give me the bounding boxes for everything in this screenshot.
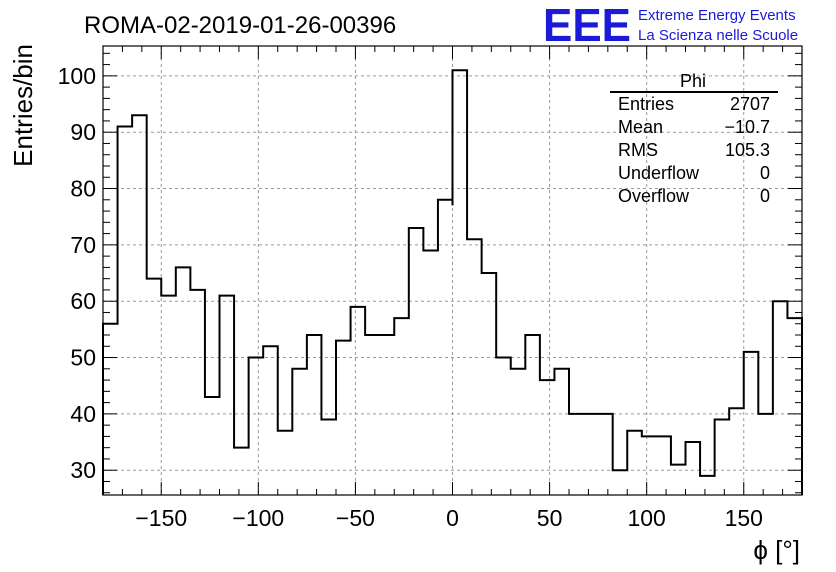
y-tick-label: 30 <box>70 457 96 483</box>
histogram-bin <box>190 290 205 495</box>
histogram-bin <box>147 279 162 495</box>
histogram-bin <box>307 335 322 495</box>
histogram-bin <box>686 442 701 495</box>
histogram-bin <box>787 318 802 495</box>
histogram-bin <box>584 414 599 495</box>
stats-row-label: Overflow <box>618 186 690 206</box>
stats-row-value: 0 <box>760 163 770 183</box>
histogram-bin <box>671 465 686 495</box>
y-tick-label: 90 <box>70 119 96 145</box>
histogram-bin <box>613 470 628 495</box>
x-tick-labels: −150 −100 −50 0 50 100 150 <box>135 505 763 531</box>
histogram-bin <box>715 420 730 495</box>
y-tick-label: 40 <box>70 401 96 427</box>
histogram-bin <box>103 324 118 495</box>
eee-logo-line-1: Extreme Energy Events <box>638 7 796 24</box>
stats-row-value: 2707 <box>730 94 770 114</box>
x-tick-label: −100 <box>232 505 284 531</box>
histogram-bin <box>321 420 336 495</box>
axis-ticks <box>102 46 803 495</box>
y-tick-label: 50 <box>70 345 96 371</box>
histogram-bin <box>482 273 497 495</box>
eee-logo-line-2: La Scienza nelle Scuole <box>638 27 798 44</box>
histogram-bin <box>365 335 380 495</box>
x-tick-label: −150 <box>135 505 187 531</box>
histogram-bin <box>773 301 788 495</box>
x-tick-label: 100 <box>627 505 665 531</box>
histogram-bin <box>744 352 759 495</box>
histogram-bin <box>467 239 482 495</box>
histogram-bin <box>627 431 642 495</box>
histogram-series <box>102 69 803 495</box>
histogram-bin <box>409 228 424 495</box>
y-tick-labels: 30 40 50 60 70 80 90 100 <box>58 63 96 483</box>
histogram-bin <box>205 397 220 495</box>
histogram-bin <box>511 369 526 495</box>
histogram-bin <box>758 414 773 495</box>
histogram-bin <box>176 267 191 495</box>
histogram-bin <box>278 431 293 495</box>
histogram-bin <box>351 307 366 495</box>
y-tick-label: 80 <box>70 176 96 202</box>
histogram-bin <box>700 476 715 495</box>
histogram-bin <box>118 127 133 495</box>
histogram-bin <box>525 335 540 495</box>
x-axis-label: ϕ [°] <box>753 535 800 565</box>
histogram-bin <box>263 346 278 495</box>
histogram-bin <box>423 251 438 495</box>
histogram-bin <box>234 448 249 495</box>
histogram-bin <box>220 296 235 495</box>
histogram-bin <box>453 70 468 495</box>
chart-title: ROMA-02-2019-01-26-00396 <box>84 12 396 39</box>
x-tick-label: 50 <box>537 505 563 531</box>
stats-row-label: RMS <box>618 140 658 160</box>
x-tick-label: 150 <box>725 505 763 531</box>
histogram-bin <box>729 408 744 495</box>
histogram-bin <box>249 358 264 495</box>
histogram-bin <box>394 318 409 495</box>
stats-box-name: Phi <box>680 71 706 91</box>
y-tick-label: 100 <box>58 63 96 89</box>
histogram-bin <box>438 200 453 495</box>
stats-row-label: Underflow <box>618 163 700 183</box>
stats-box: Phi Entries 2707 Mean −10.7 RMS 105.3 Underflo… <box>610 71 778 206</box>
histogram-bin <box>598 414 613 495</box>
histogram-bin <box>132 115 147 495</box>
y-tick-label: 60 <box>70 288 96 314</box>
stats-row-label: Mean <box>618 117 663 137</box>
stats-row-value: 105.3 <box>725 140 770 160</box>
eee-logo-mark: EEE <box>543 0 631 51</box>
x-tick-label: −50 <box>336 505 375 531</box>
histogram-bin <box>656 436 671 495</box>
histogram-bin <box>642 436 657 495</box>
stats-row-value: −10.7 <box>724 117 770 137</box>
stats-row-value: 0 <box>760 186 770 206</box>
histogram-bin <box>569 414 584 495</box>
y-tick-label: 70 <box>70 232 96 258</box>
histogram-bin <box>380 335 395 495</box>
histogram-bin <box>161 296 176 495</box>
eee-logo: EEE Extreme Energy Events La Scienza nel… <box>543 0 798 51</box>
histogram-outline <box>102 69 803 495</box>
histogram-bin <box>292 369 307 495</box>
histogram-bin <box>496 358 511 495</box>
histogram-bin <box>540 380 555 495</box>
y-axis-label: Entries/bin <box>8 44 38 167</box>
histogram-bin <box>554 369 569 495</box>
x-tick-label: 0 <box>446 505 459 531</box>
histogram-bin <box>336 341 351 495</box>
stats-row-label: Entries <box>618 94 674 114</box>
stats-rows: Entries 2707 Mean −10.7 RMS 105.3 Underflow 0 Ov… <box>618 94 770 206</box>
